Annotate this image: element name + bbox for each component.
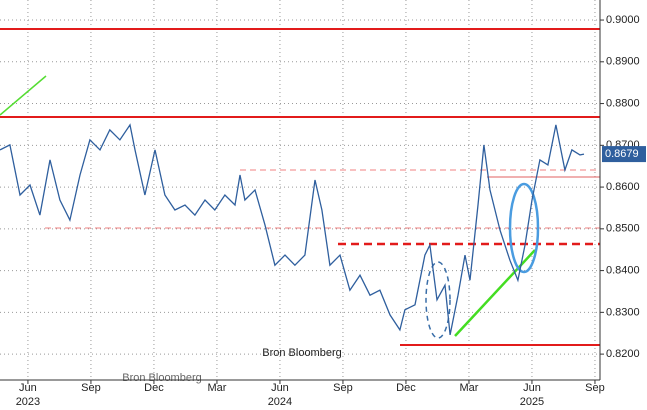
y-tick-label: 0.9000 [606, 14, 640, 26]
y-tick-label: 0.8500 [606, 223, 640, 235]
x-tick-label: Jun [19, 382, 37, 394]
y-tick-label: 0.8400 [606, 264, 640, 276]
year-label: 2024 [268, 396, 292, 408]
highlight-ellipse [508, 182, 540, 274]
highlight-ellipse [425, 261, 451, 339]
x-tick-label: Mar [207, 382, 226, 394]
source: Bron Bloomberg [122, 372, 202, 384]
trendline [0, 75, 47, 116]
year-label: 2025 [520, 396, 544, 408]
grid [0, 0, 600, 380]
x-tick-label: Sep [333, 382, 353, 394]
source: Bron Bloomberg [262, 347, 342, 359]
y-tick-label: 0.8600 [606, 181, 640, 193]
y-tick-label: 0.8200 [606, 348, 640, 360]
last-value-label: 0.8679 [605, 148, 639, 160]
y-tick-label: 0.8900 [606, 56, 640, 68]
x-tick-label: Jun [271, 382, 289, 394]
x-tick-label: Sep [81, 382, 101, 394]
y-tick-label: 0.8300 [606, 306, 640, 318]
x-tick-label: Dec [396, 382, 416, 394]
last-value-box [602, 146, 646, 163]
x-tick-label: Jun [523, 382, 541, 394]
x-tick-label: Dec [144, 382, 164, 394]
annotations [0, 28, 600, 346]
year-label: 2023 [16, 396, 40, 408]
y-tick-label: 0.8800 [606, 97, 640, 109]
price-line [0, 123, 585, 336]
x-tick-label: Sep [585, 382, 605, 394]
x-tick-label: Mar [459, 382, 478, 394]
